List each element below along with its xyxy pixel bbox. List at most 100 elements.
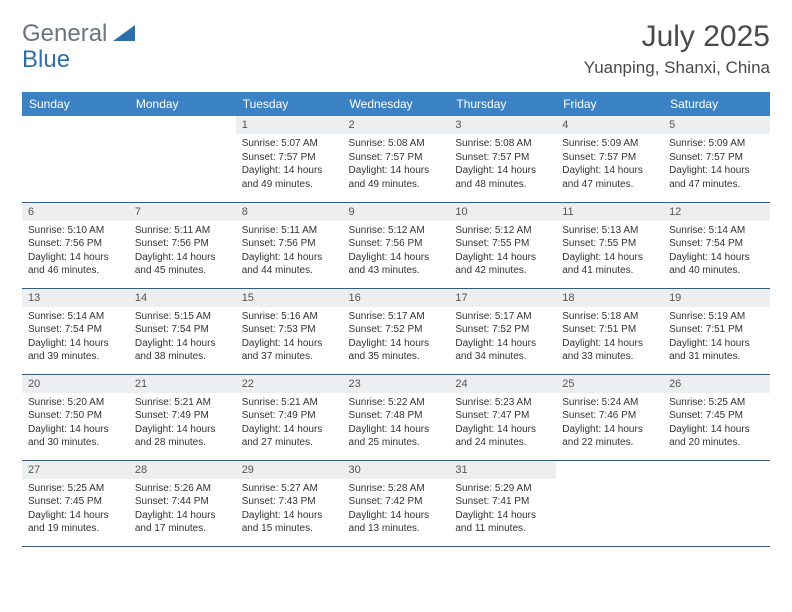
weekday-header: Tuesday xyxy=(236,92,343,116)
day-content: Sunrise: 5:09 AMSunset: 7:57 PMDaylight:… xyxy=(556,134,663,196)
calendar-cell: 13Sunrise: 5:14 AMSunset: 7:54 PMDayligh… xyxy=(22,288,129,374)
calendar-cell: 16Sunrise: 5:17 AMSunset: 7:52 PMDayligh… xyxy=(343,288,450,374)
day-content: Sunrise: 5:21 AMSunset: 7:49 PMDaylight:… xyxy=(129,393,236,455)
calendar-cell: 26Sunrise: 5:25 AMSunset: 7:45 PMDayligh… xyxy=(663,374,770,460)
day-content: Sunrise: 5:29 AMSunset: 7:41 PMDaylight:… xyxy=(449,479,556,541)
day-content: Sunrise: 5:15 AMSunset: 7:54 PMDaylight:… xyxy=(129,307,236,369)
calendar-cell: 22Sunrise: 5:21 AMSunset: 7:49 PMDayligh… xyxy=(236,374,343,460)
calendar-cell: 12Sunrise: 5:14 AMSunset: 7:54 PMDayligh… xyxy=(663,202,770,288)
day-number: 31 xyxy=(449,461,556,479)
logo-text-1: General xyxy=(22,20,107,48)
calendar-cell: 5Sunrise: 5:09 AMSunset: 7:57 PMDaylight… xyxy=(663,116,770,202)
day-content: Sunrise: 5:25 AMSunset: 7:45 PMDaylight:… xyxy=(663,393,770,455)
day-number: 17 xyxy=(449,289,556,307)
day-content: Sunrise: 5:14 AMSunset: 7:54 PMDaylight:… xyxy=(663,221,770,283)
day-number: 29 xyxy=(236,461,343,479)
day-number: 1 xyxy=(236,116,343,134)
day-number: 6 xyxy=(22,203,129,221)
calendar-cell: 10Sunrise: 5:12 AMSunset: 7:55 PMDayligh… xyxy=(449,202,556,288)
day-number: 7 xyxy=(129,203,236,221)
calendar-cell: 4Sunrise: 5:09 AMSunset: 7:57 PMDaylight… xyxy=(556,116,663,202)
logo-text-2: Blue xyxy=(22,46,70,74)
day-content: Sunrise: 5:18 AMSunset: 7:51 PMDaylight:… xyxy=(556,307,663,369)
day-content: Sunrise: 5:13 AMSunset: 7:55 PMDaylight:… xyxy=(556,221,663,283)
calendar-cell: 31Sunrise: 5:29 AMSunset: 7:41 PMDayligh… xyxy=(449,460,556,546)
location: Yuanping, Shanxi, China xyxy=(584,58,770,78)
logo: General xyxy=(22,20,137,48)
calendar-cell: 14Sunrise: 5:15 AMSunset: 7:54 PMDayligh… xyxy=(129,288,236,374)
calendar-cell: 8Sunrise: 5:11 AMSunset: 7:56 PMDaylight… xyxy=(236,202,343,288)
day-number: 20 xyxy=(22,375,129,393)
day-content: Sunrise: 5:17 AMSunset: 7:52 PMDaylight:… xyxy=(343,307,450,369)
day-content: Sunrise: 5:22 AMSunset: 7:48 PMDaylight:… xyxy=(343,393,450,455)
day-content: Sunrise: 5:07 AMSunset: 7:57 PMDaylight:… xyxy=(236,134,343,196)
weekday-header-row: Sunday Monday Tuesday Wednesday Thursday… xyxy=(22,92,770,116)
calendar-cell: 30Sunrise: 5:28 AMSunset: 7:42 PMDayligh… xyxy=(343,460,450,546)
calendar-cell: 23Sunrise: 5:22 AMSunset: 7:48 PMDayligh… xyxy=(343,374,450,460)
day-content: Sunrise: 5:26 AMSunset: 7:44 PMDaylight:… xyxy=(129,479,236,541)
day-number: 19 xyxy=(663,289,770,307)
day-number: 9 xyxy=(343,203,450,221)
calendar-cell: 20Sunrise: 5:20 AMSunset: 7:50 PMDayligh… xyxy=(22,374,129,460)
day-content: Sunrise: 5:19 AMSunset: 7:51 PMDaylight:… xyxy=(663,307,770,369)
weekday-header: Friday xyxy=(556,92,663,116)
calendar-row: 13Sunrise: 5:14 AMSunset: 7:54 PMDayligh… xyxy=(22,288,770,374)
calendar-cell: 11Sunrise: 5:13 AMSunset: 7:55 PMDayligh… xyxy=(556,202,663,288)
calendar-cell: 3Sunrise: 5:08 AMSunset: 7:57 PMDaylight… xyxy=(449,116,556,202)
calendar-cell: 19Sunrise: 5:19 AMSunset: 7:51 PMDayligh… xyxy=(663,288,770,374)
day-content: Sunrise: 5:17 AMSunset: 7:52 PMDaylight:… xyxy=(449,307,556,369)
calendar-cell xyxy=(22,116,129,202)
day-content: Sunrise: 5:08 AMSunset: 7:57 PMDaylight:… xyxy=(449,134,556,196)
weekday-header: Saturday xyxy=(663,92,770,116)
calendar-cell xyxy=(129,116,236,202)
day-number: 30 xyxy=(343,461,450,479)
day-content: Sunrise: 5:24 AMSunset: 7:46 PMDaylight:… xyxy=(556,393,663,455)
weekday-header: Sunday xyxy=(22,92,129,116)
day-number: 8 xyxy=(236,203,343,221)
day-number: 16 xyxy=(343,289,450,307)
day-content: Sunrise: 5:12 AMSunset: 7:56 PMDaylight:… xyxy=(343,221,450,283)
day-number: 26 xyxy=(663,375,770,393)
day-number: 15 xyxy=(236,289,343,307)
logo-triangle-icon xyxy=(113,20,135,48)
day-number: 22 xyxy=(236,375,343,393)
day-number: 3 xyxy=(449,116,556,134)
calendar-cell: 29Sunrise: 5:27 AMSunset: 7:43 PMDayligh… xyxy=(236,460,343,546)
day-content: Sunrise: 5:11 AMSunset: 7:56 PMDaylight:… xyxy=(129,221,236,283)
title-block: July 2025 Yuanping, Shanxi, China xyxy=(584,20,770,78)
calendar-row: 27Sunrise: 5:25 AMSunset: 7:45 PMDayligh… xyxy=(22,460,770,546)
day-number: 4 xyxy=(556,116,663,134)
weekday-header: Thursday xyxy=(449,92,556,116)
day-number: 5 xyxy=(663,116,770,134)
day-content: Sunrise: 5:16 AMSunset: 7:53 PMDaylight:… xyxy=(236,307,343,369)
day-content: Sunrise: 5:10 AMSunset: 7:56 PMDaylight:… xyxy=(22,221,129,283)
day-content: Sunrise: 5:21 AMSunset: 7:49 PMDaylight:… xyxy=(236,393,343,455)
day-number: 25 xyxy=(556,375,663,393)
day-number: 23 xyxy=(343,375,450,393)
day-content: Sunrise: 5:12 AMSunset: 7:55 PMDaylight:… xyxy=(449,221,556,283)
day-number: 14 xyxy=(129,289,236,307)
day-number: 28 xyxy=(129,461,236,479)
day-number: 11 xyxy=(556,203,663,221)
day-number: 2 xyxy=(343,116,450,134)
calendar-cell xyxy=(556,460,663,546)
header: General July 2025 Yuanping, Shanxi, Chin… xyxy=(22,20,770,78)
calendar-cell: 7Sunrise: 5:11 AMSunset: 7:56 PMDaylight… xyxy=(129,202,236,288)
day-content: Sunrise: 5:25 AMSunset: 7:45 PMDaylight:… xyxy=(22,479,129,541)
month-title: July 2025 xyxy=(584,20,770,54)
day-content: Sunrise: 5:11 AMSunset: 7:56 PMDaylight:… xyxy=(236,221,343,283)
day-number: 10 xyxy=(449,203,556,221)
calendar-cell: 28Sunrise: 5:26 AMSunset: 7:44 PMDayligh… xyxy=(129,460,236,546)
calendar-cell: 18Sunrise: 5:18 AMSunset: 7:51 PMDayligh… xyxy=(556,288,663,374)
calendar-row: 6Sunrise: 5:10 AMSunset: 7:56 PMDaylight… xyxy=(22,202,770,288)
calendar-cell: 2Sunrise: 5:08 AMSunset: 7:57 PMDaylight… xyxy=(343,116,450,202)
day-content: Sunrise: 5:14 AMSunset: 7:54 PMDaylight:… xyxy=(22,307,129,369)
calendar-cell: 15Sunrise: 5:16 AMSunset: 7:53 PMDayligh… xyxy=(236,288,343,374)
calendar-row: 1Sunrise: 5:07 AMSunset: 7:57 PMDaylight… xyxy=(22,116,770,202)
day-content: Sunrise: 5:27 AMSunset: 7:43 PMDaylight:… xyxy=(236,479,343,541)
calendar-cell: 6Sunrise: 5:10 AMSunset: 7:56 PMDaylight… xyxy=(22,202,129,288)
calendar-table: Sunday Monday Tuesday Wednesday Thursday… xyxy=(22,92,770,547)
day-number: 21 xyxy=(129,375,236,393)
day-content: Sunrise: 5:09 AMSunset: 7:57 PMDaylight:… xyxy=(663,134,770,196)
day-number: 27 xyxy=(22,461,129,479)
